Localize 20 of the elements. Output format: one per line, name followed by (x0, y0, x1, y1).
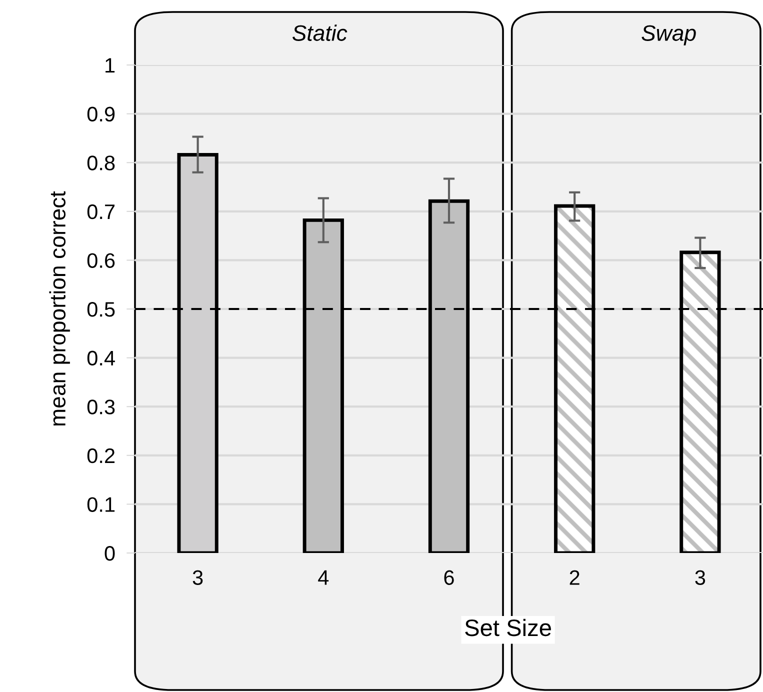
y-tick-label: 0.3 (87, 400, 115, 414)
y-tick-label: 1 (106, 58, 115, 73)
y-tick-label: 0.2 (87, 448, 115, 464)
y-tick-label: 0.1 (87, 497, 115, 512)
x-tick-label: 4 (318, 570, 329, 585)
x-tick-label: 3 (695, 570, 706, 585)
x-axis-title: Set Size (465, 618, 551, 636)
y-tick-label: 0.6 (87, 253, 115, 268)
x-tick-label: 3 (192, 570, 203, 585)
text: Static (292, 24, 348, 41)
y-tick-label: 0.4 (87, 350, 115, 366)
y-tick-label: 0.9 (87, 106, 115, 122)
y-tick-label: 0 (104, 546, 115, 561)
text: Swap (642, 25, 696, 46)
x-tick-label: 2 (570, 570, 580, 585)
y-tick-label: 0.7 (87, 204, 115, 220)
y-tick-label: 0.5 (87, 302, 115, 317)
x-tick-label: 6 (444, 570, 454, 585)
y-tick-label: 0.8 (87, 156, 115, 170)
y-axis-title: mean proportion correct (49, 191, 70, 426)
